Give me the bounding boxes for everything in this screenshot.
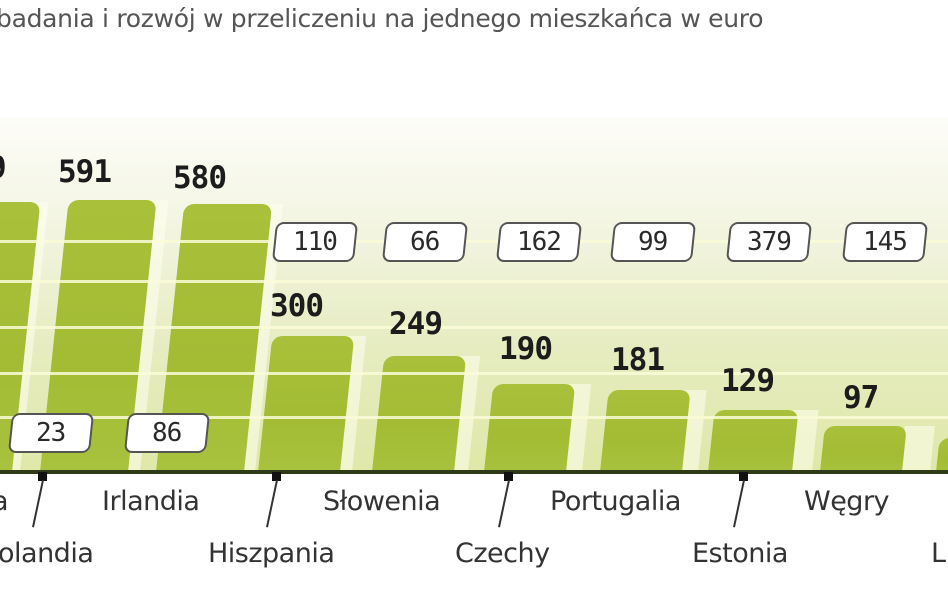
value-label: 129	[721, 363, 775, 399]
axis-tick-marker	[272, 472, 281, 481]
x-axis-baseline	[0, 470, 948, 474]
axis-tick-marker	[739, 472, 748, 481]
axis-tick-marker	[38, 472, 47, 481]
badge-text: 99	[638, 227, 668, 257]
category-label: Czechy	[455, 538, 550, 569]
gridline	[0, 416, 948, 419]
value-label: 591	[58, 154, 112, 190]
gridline	[0, 372, 948, 375]
gridline	[0, 280, 948, 283]
category-label: Węgry	[804, 486, 890, 517]
gridline	[0, 240, 948, 243]
value-badge: 66	[381, 222, 469, 262]
bar-czechy	[484, 384, 576, 472]
badge-text: 66	[410, 227, 440, 257]
badge-text: 145	[863, 227, 907, 257]
gridline	[0, 326, 948, 329]
value-label: 249	[389, 306, 443, 342]
bar-portugalia	[600, 390, 691, 472]
category-label: Hiszpania	[208, 538, 335, 569]
value-label: 300	[270, 288, 324, 324]
badge-text: 23	[36, 418, 66, 448]
category-label-partial: L	[931, 538, 946, 569]
axis-tick-marker	[504, 472, 513, 481]
chart-title: badania i rozwój w przeliczeniu na jedne…	[0, 4, 764, 33]
bar-hiszpania	[258, 336, 355, 472]
value-label: 97	[843, 380, 879, 416]
leader-line	[498, 480, 510, 528]
value-badge: 110	[271, 222, 359, 262]
badge-text: 86	[152, 418, 182, 448]
category-label: Słowenia	[323, 486, 441, 517]
bar-partial-right	[936, 438, 948, 472]
value-label: 190	[499, 331, 553, 367]
category-label: Estonia	[692, 538, 788, 569]
bar-estonia	[708, 410, 799, 472]
category-label: Portugalia	[550, 486, 681, 517]
bar-wegry	[820, 426, 907, 472]
badge-text: 162	[517, 227, 561, 257]
value-badge: 145	[841, 222, 929, 262]
value-badge: 162	[495, 222, 583, 262]
category-label-partial: a	[0, 486, 9, 517]
value-badge: 99	[609, 222, 697, 262]
category-label: Irlandia	[102, 486, 200, 517]
leader-line	[266, 480, 278, 528]
value-label: 181	[611, 342, 665, 378]
leader-line	[32, 480, 44, 528]
value-badge: 23	[7, 413, 95, 453]
leader-line	[733, 480, 745, 528]
badge-text: 110	[293, 227, 337, 257]
value-label: 580	[173, 160, 227, 196]
value-label-partial: 9	[0, 150, 7, 186]
badge-text: 379	[747, 227, 791, 257]
category-label: olandia	[0, 538, 94, 569]
value-badge: 86	[123, 413, 211, 453]
value-badge: 379	[725, 222, 813, 262]
